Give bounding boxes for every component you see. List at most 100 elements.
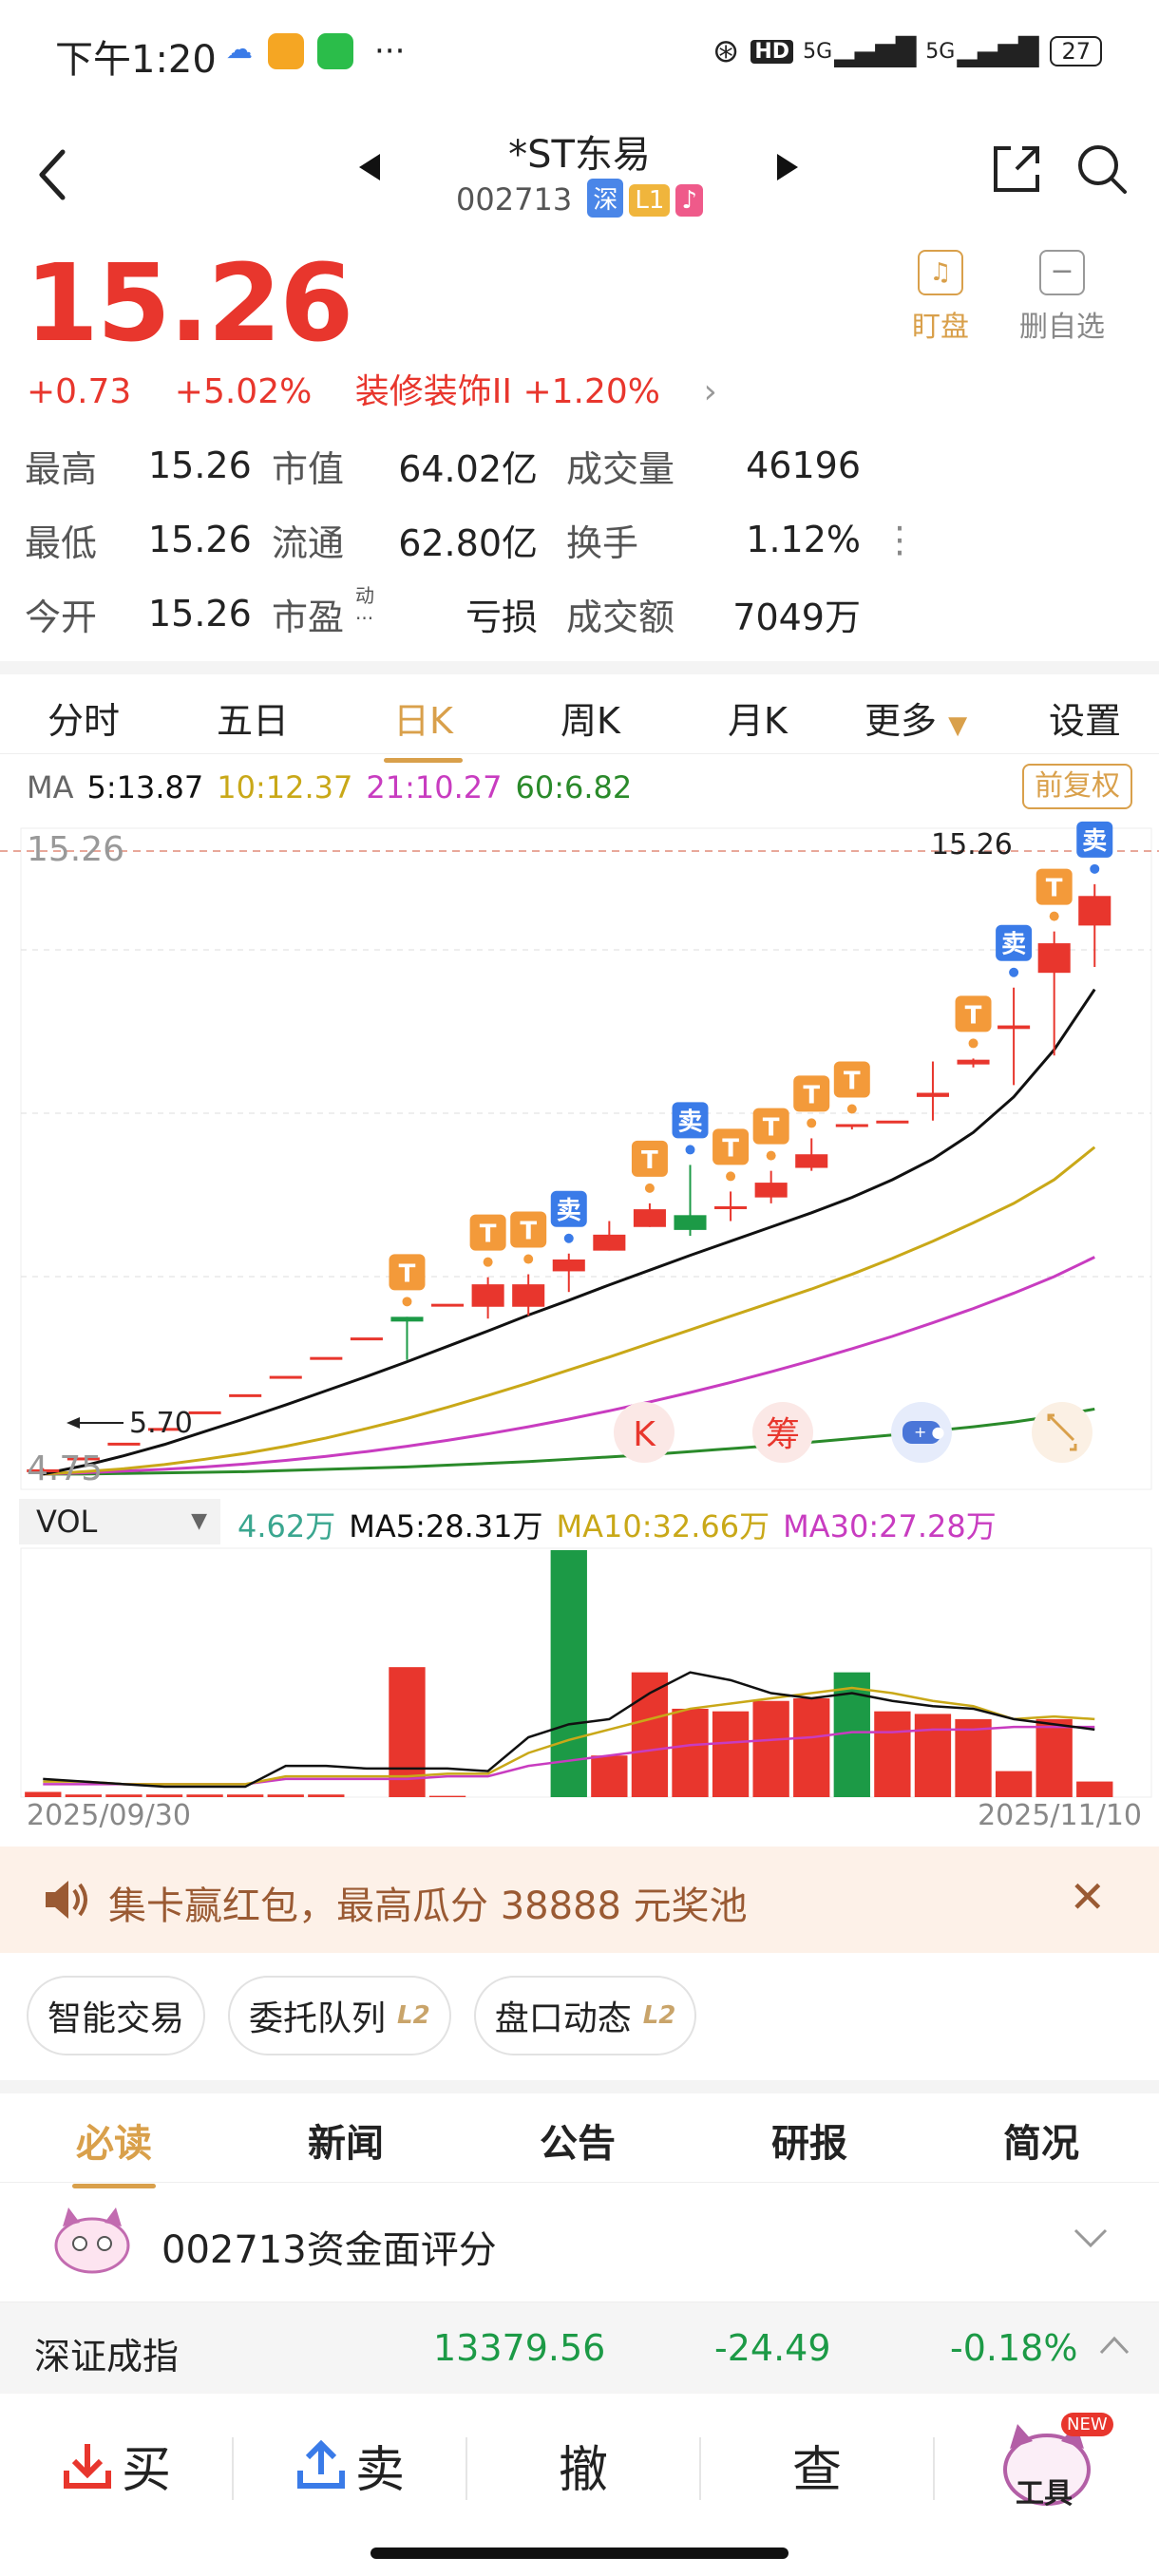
share-icon[interactable] (988, 141, 1045, 198)
indicator-selector[interactable]: VOL ▼ (19, 1499, 220, 1544)
tab-settings[interactable]: 设置 (1049, 700, 1122, 742)
signal-bars-icon: ▂▄▆█ (834, 35, 917, 67)
news-tabs: 必读 新闻 公告 研报 简况 (0, 2093, 1159, 2188)
status-time: 下午1:20 (55, 38, 217, 82)
adjust-button[interactable]: 前复权 (1022, 764, 1132, 809)
candle (390, 1316, 424, 1360)
sell-marker: 卖 (672, 1102, 709, 1155)
price-change: +0.73 (27, 372, 132, 411)
sell-marker: 卖 (1076, 821, 1113, 874)
index-name: 深证成指 (34, 2336, 180, 2377)
stats-row: 今开 15.26 市盈动... 亏损 成交额 7049万 (25, 577, 1136, 651)
promo-banner[interactable]: 集卡赢红包，最高瓜分 38888 元奖池 ✕ (0, 1847, 1159, 1953)
ma10-line (43, 1146, 1096, 1476)
volume-chart[interactable] (0, 1497, 1159, 1799)
tab-intraday[interactable]: 分时 (48, 700, 121, 742)
t-marker: T (631, 1140, 668, 1193)
tab-research[interactable]: 研报 (771, 2122, 847, 2166)
volume-bar (752, 1700, 789, 1797)
kline-button[interactable]: K (614, 1402, 674, 1463)
alert-bell-icon[interactable]: ♪ (675, 184, 703, 217)
stat-label: 最高 (25, 447, 98, 490)
tab-news[interactable]: 新闻 (308, 2122, 384, 2166)
candle (593, 1221, 626, 1251)
next-stock-icon[interactable] (775, 152, 800, 182)
chevron-down-icon[interactable] (1072, 2226, 1110, 2249)
bell-icon: ♫ (918, 250, 963, 295)
svg-text:T: T (722, 1134, 739, 1163)
chip-distribution-button[interactable]: 筹 (752, 1402, 813, 1463)
chip-order-queue[interactable]: 委托队列 L2 (228, 1976, 451, 2055)
stat-label: 成交额 (566, 596, 675, 638)
price-change-pct: +5.02% (174, 372, 313, 411)
candle (674, 1165, 707, 1237)
remove-watchlist-button[interactable]: − 删自选 (1015, 250, 1110, 345)
volume-bar (672, 1708, 709, 1797)
tab-daily-k[interactable]: 日K (384, 691, 463, 763)
volume-bar (631, 1672, 669, 1797)
search-icon[interactable] (1074, 141, 1130, 198)
tools-button[interactable]: 工具 NEW (935, 2394, 1159, 2536)
tab-monthly-k[interactable]: 月K (728, 700, 788, 742)
sell-button[interactable]: 卖 (234, 2394, 466, 2536)
ma-legend: MA 5:13.87 10:12.37 21:10.27 60:6.82 (27, 769, 645, 805)
volume-bar (145, 1794, 183, 1797)
t-marker: T (469, 1214, 506, 1267)
chip-smart-trade[interactable]: 智能交易 (27, 1976, 206, 2055)
query-button[interactable]: 查 (791, 2441, 842, 2499)
index-ticker[interactable]: 深证成指 13379.56 -24.49 -0.18% (0, 2302, 1159, 2394)
ma21-line (43, 1256, 1095, 1476)
tab-must-read[interactable]: 必读 (72, 2112, 156, 2188)
gamepad-icon[interactable]: + ● (891, 1402, 952, 1463)
buy-button[interactable]: 买 (0, 2394, 232, 2536)
candle (431, 1303, 465, 1307)
candle (66, 1457, 100, 1461)
candle (633, 1203, 666, 1227)
sector-link[interactable]: 装修装饰II +1.20% › (354, 372, 717, 411)
tab-announcements[interactable]: 公告 (540, 2122, 616, 2166)
tab-profile[interactable]: 简况 (1003, 2122, 1079, 2166)
tab-five-day[interactable]: 五日 (217, 700, 290, 742)
index-change-pct: -0.18% (950, 2327, 1078, 2369)
sell-marker: 卖 (996, 924, 1033, 977)
speaker-icon (46, 1881, 87, 1919)
vol_ma5-line (43, 1671, 1095, 1789)
candle (998, 987, 1031, 1086)
index-change: -24.49 (714, 2327, 831, 2369)
ma21-value: 21:10.27 (366, 769, 503, 805)
fund-score-row[interactable]: 002713资金面评分 (0, 2183, 1159, 2302)
ma5-value: 5:13.87 (86, 769, 204, 805)
svg-text:T: T (803, 1081, 820, 1109)
t-marker: T (793, 1075, 830, 1128)
svg-text:T: T (965, 1001, 982, 1030)
chevron-up-icon[interactable] (1098, 2335, 1130, 2356)
candle (27, 1468, 60, 1472)
chip-book-activity[interactable]: 盘口动态 L2 (473, 1976, 697, 2055)
minus-icon: − (1039, 250, 1085, 295)
stats-row: 最低 15.26 流通 62.80亿 换手 1.12% ⋮ (25, 502, 1136, 577)
stats-row: 最高 15.26 市值 64.02亿 成交量 46196 (25, 428, 1136, 502)
candle (188, 1411, 221, 1414)
candle (876, 1120, 909, 1124)
tab-weekly-k[interactable]: 周K (560, 700, 620, 742)
divider (0, 661, 1159, 674)
prev-stock-icon[interactable] (357, 152, 382, 182)
watch-button[interactable]: ♫ 盯盘 (902, 250, 978, 345)
svg-text:T: T (641, 1146, 658, 1175)
tab-more[interactable]: 更多 ▼ (864, 700, 968, 742)
market-badge: 深 (587, 179, 624, 218)
divider (0, 2080, 1159, 2093)
cancel-order-button[interactable]: 撤 (558, 2441, 608, 2499)
close-icon[interactable]: ✕ (1069, 1871, 1106, 1923)
status-bar: 下午1:20 ☁ ··· ⊛ HD 5G ▂▄▆█ 5G ▂▄▆█ 27 (0, 0, 1159, 106)
period-tabs: 分时 五日 日K 周K 月K 更多 ▼ 设置 (0, 674, 1159, 763)
fullscreen-icon[interactable] (1032, 1402, 1092, 1463)
candle (107, 1442, 141, 1446)
back-arrow-icon[interactable] (34, 146, 72, 203)
more-stats-icon[interactable]: ⋮ (882, 519, 918, 560)
tools-label: 工具 (1016, 2477, 1073, 2510)
candle (835, 1124, 868, 1130)
stock-header: *ST东易 002713 深 L1 ♪ (0, 106, 1159, 258)
stat-label: 最低 (25, 521, 98, 564)
